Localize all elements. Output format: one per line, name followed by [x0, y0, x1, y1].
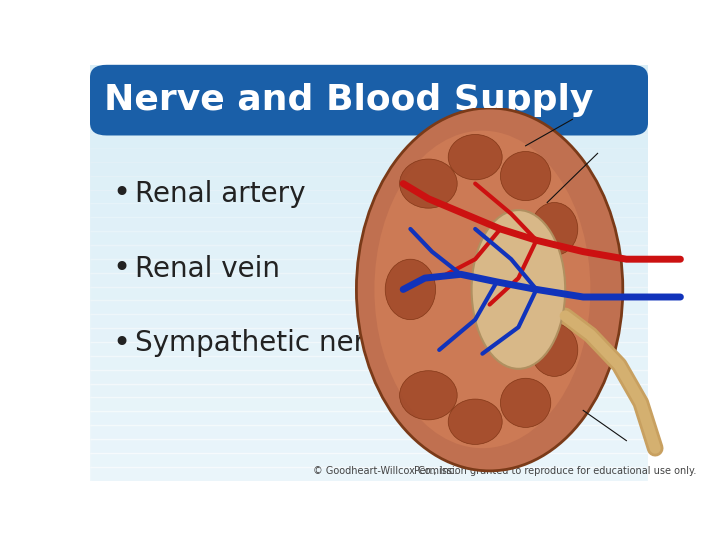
Ellipse shape	[448, 134, 503, 180]
Bar	[90, 397, 648, 411]
Bar	[90, 356, 648, 370]
Ellipse shape	[385, 259, 436, 320]
Bar	[90, 439, 648, 453]
Bar	[90, 231, 648, 245]
Ellipse shape	[374, 131, 590, 448]
FancyBboxPatch shape	[90, 65, 648, 136]
Bar	[90, 425, 648, 439]
Ellipse shape	[531, 323, 577, 376]
Bar	[90, 467, 648, 481]
Bar	[90, 106, 648, 120]
Bar	[90, 162, 648, 176]
Text: Permission granted to reproduce for educational use only.: Permission granted to reproduce for educ…	[413, 467, 696, 476]
Text: Renal vein: Renal vein	[135, 254, 279, 282]
Bar	[90, 314, 648, 328]
Bar	[90, 176, 648, 190]
Bar	[90, 245, 648, 259]
Bar	[90, 328, 648, 342]
Text: Renal artery: Renal artery	[135, 180, 305, 208]
Bar	[90, 92, 648, 106]
Text: Sympathetic nerve system: Sympathetic nerve system	[135, 329, 508, 357]
Bar	[90, 120, 648, 134]
Ellipse shape	[500, 152, 551, 201]
Text: Nerve and Blood Supply: Nerve and Blood Supply	[104, 83, 593, 117]
Bar	[90, 204, 648, 217]
Bar	[90, 300, 648, 314]
Bar	[90, 383, 648, 397]
Ellipse shape	[400, 371, 457, 420]
Text: © Goodheart-Willcox Co., Inc.: © Goodheart-Willcox Co., Inc.	[313, 467, 457, 476]
Bar	[90, 411, 648, 425]
Bar	[90, 148, 648, 162]
Bar	[90, 259, 648, 273]
Bar	[90, 134, 648, 148]
Bar	[90, 190, 648, 204]
Ellipse shape	[500, 379, 551, 428]
Ellipse shape	[448, 399, 503, 444]
Ellipse shape	[400, 159, 457, 208]
Bar	[90, 273, 648, 287]
Bar	[90, 287, 648, 300]
Text: •: •	[112, 329, 130, 358]
Bar	[90, 217, 648, 231]
Ellipse shape	[472, 210, 565, 369]
Text: •: •	[112, 254, 130, 283]
Bar	[90, 370, 648, 383]
Bar	[90, 453, 648, 467]
Bar	[90, 65, 648, 79]
Ellipse shape	[531, 202, 577, 255]
Ellipse shape	[356, 108, 623, 471]
Text: •: •	[112, 179, 130, 208]
Bar	[90, 342, 648, 356]
Bar	[90, 79, 648, 92]
